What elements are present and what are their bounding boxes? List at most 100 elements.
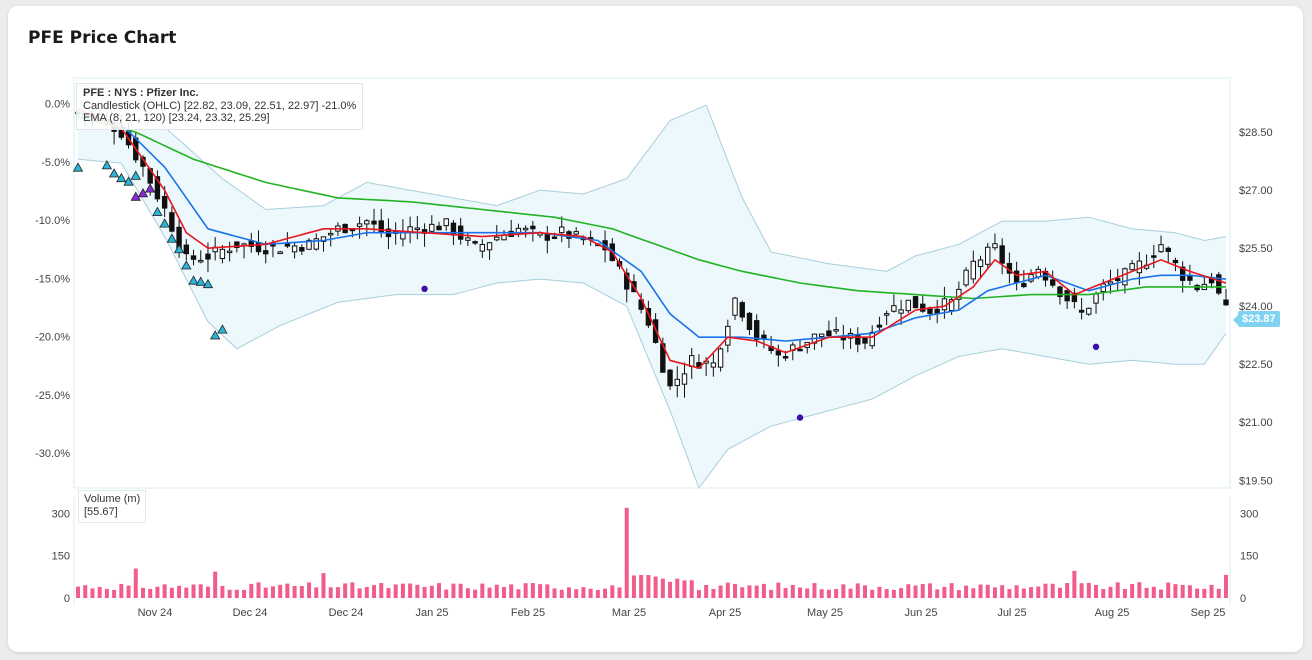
candle-body bbox=[226, 250, 233, 254]
volume-bar bbox=[617, 587, 622, 598]
candle-body bbox=[371, 220, 377, 225]
volume-bar bbox=[812, 583, 817, 598]
candle-body bbox=[948, 299, 955, 312]
candle-body bbox=[739, 302, 745, 318]
candle-body bbox=[970, 260, 976, 280]
volume-bar bbox=[913, 585, 918, 598]
volume-label: Volume (m) bbox=[84, 493, 141, 505]
volume-bar bbox=[639, 575, 644, 598]
volume-bar bbox=[1159, 589, 1164, 598]
signal-dot bbox=[796, 414, 804, 421]
candle-body bbox=[436, 225, 442, 231]
volume-bar bbox=[870, 589, 875, 598]
candle-body bbox=[1013, 270, 1020, 283]
candle-body bbox=[414, 227, 421, 231]
volume-bar bbox=[523, 583, 528, 598]
signal-triangle-cyan bbox=[181, 260, 192, 270]
left-axis-tick: -25.0% bbox=[35, 390, 70, 402]
volume-bar bbox=[754, 585, 759, 598]
signal-triangle-cyan bbox=[217, 324, 228, 334]
volume-bar bbox=[1115, 582, 1120, 598]
volume-bar bbox=[675, 578, 680, 598]
volume-bar bbox=[1007, 589, 1012, 598]
signal-triangle-cyan bbox=[123, 176, 134, 186]
volume-bar bbox=[530, 583, 535, 598]
volume-axis-tick-left: 150 bbox=[52, 551, 70, 563]
x-axis-tick: Jul 25 bbox=[997, 607, 1026, 619]
candle-body bbox=[219, 248, 226, 260]
candle-body bbox=[1151, 255, 1157, 258]
volume-bar bbox=[444, 589, 449, 598]
candle-body bbox=[443, 218, 449, 227]
volume-bar bbox=[1122, 588, 1127, 598]
left-axis-tick: -15.0% bbox=[35, 273, 70, 285]
volume-bar bbox=[1195, 588, 1200, 598]
x-axis-tick: Jan 25 bbox=[415, 607, 448, 619]
candle-body bbox=[1165, 247, 1171, 252]
candle-body bbox=[753, 320, 760, 341]
volume-bar bbox=[112, 589, 117, 598]
candle-body bbox=[725, 325, 731, 346]
volume-bar bbox=[588, 588, 593, 598]
candle-body bbox=[544, 233, 551, 241]
signal-triangle-cyan bbox=[202, 278, 214, 289]
volume-bar bbox=[566, 587, 571, 598]
volume-bar bbox=[386, 588, 391, 598]
candle-body bbox=[898, 309, 904, 314]
page-title: PFE Price Chart bbox=[28, 28, 177, 48]
volume-axis-tick-right: 150 bbox=[1240, 551, 1258, 563]
volume-bar bbox=[307, 582, 312, 598]
volume-axis-tick-left: 0 bbox=[64, 593, 70, 605]
volume-bar bbox=[408, 583, 413, 598]
candle-body bbox=[161, 195, 168, 209]
candle-body bbox=[198, 259, 204, 263]
left-axis-tick: -10.0% bbox=[35, 215, 70, 227]
x-axis-tick: Sep 25 bbox=[1191, 607, 1226, 619]
volume-bar bbox=[343, 583, 348, 598]
candle-body bbox=[320, 236, 327, 242]
x-axis-tick: May 25 bbox=[807, 607, 843, 619]
volume-bar bbox=[631, 575, 636, 598]
volume-bar bbox=[949, 583, 954, 598]
volume-bar bbox=[1043, 583, 1048, 598]
candle-body bbox=[985, 246, 991, 265]
volume-bar bbox=[429, 585, 434, 598]
volume-bar bbox=[169, 587, 174, 598]
candle-body bbox=[667, 369, 673, 387]
volume-bar bbox=[90, 588, 95, 598]
candle-body bbox=[977, 259, 984, 268]
volume-bar bbox=[545, 584, 550, 598]
candle-body bbox=[551, 236, 558, 240]
signal-triangle-cyan bbox=[209, 330, 221, 340]
volume-legend: Volume (m) [55.67] bbox=[78, 490, 147, 523]
volume-bar bbox=[646, 575, 651, 598]
right-axis-tick: $27.00 bbox=[1239, 185, 1273, 197]
left-axis-tick: -5.0% bbox=[41, 157, 70, 169]
x-axis-tick: Feb 25 bbox=[511, 607, 545, 619]
volume-bar bbox=[140, 587, 145, 598]
x-axis-tick: Dec 24 bbox=[233, 607, 268, 619]
left-axis-tick: -20.0% bbox=[35, 332, 70, 344]
left-axis-tick: 0.0% bbox=[45, 99, 70, 111]
candle-body bbox=[833, 329, 839, 332]
volume-bar bbox=[935, 589, 940, 598]
volume-bar bbox=[299, 586, 304, 598]
x-axis-tick: Apr 25 bbox=[709, 607, 741, 619]
right-axis-tick: $22.50 bbox=[1239, 359, 1273, 371]
volume-bar bbox=[83, 585, 88, 598]
candle-body bbox=[205, 253, 211, 260]
volume-bar bbox=[1079, 583, 1084, 598]
volume-bar bbox=[1202, 588, 1207, 598]
x-axis-tick: Dec 24 bbox=[329, 607, 364, 619]
volume-bar bbox=[473, 589, 478, 598]
signal-triangle-cyan bbox=[101, 160, 113, 170]
chart-legend: PFE : NYS : Pfizer Inc. Candlestick (OHL… bbox=[76, 83, 364, 130]
candle-body bbox=[862, 337, 868, 344]
right-axis-tick: $19.50 bbox=[1239, 475, 1273, 487]
x-axis-tick: Nov 24 bbox=[138, 607, 173, 619]
candle-body bbox=[905, 299, 912, 312]
candle-body bbox=[299, 247, 305, 252]
volume-bar bbox=[1021, 588, 1026, 598]
volume-bar bbox=[552, 588, 557, 598]
